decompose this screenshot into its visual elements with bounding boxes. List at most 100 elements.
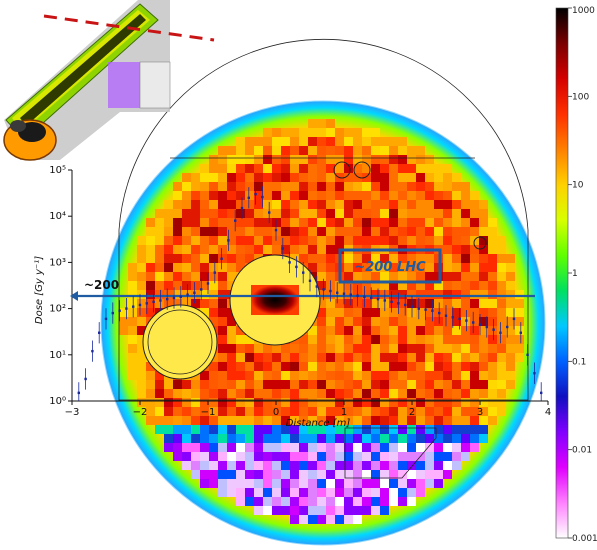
heat-cell [236, 209, 245, 218]
heat-cell [146, 407, 155, 416]
heat-cell [470, 218, 479, 227]
heat-cell [398, 443, 407, 452]
heat-cell [272, 245, 281, 254]
heat-cell [398, 371, 407, 380]
heat-cell [443, 434, 452, 443]
heat-cell [326, 443, 335, 452]
heat-cell [335, 434, 344, 443]
heat-cell [389, 227, 398, 236]
heat-cell [443, 398, 452, 407]
heat-cell [218, 209, 227, 218]
magnet-core [251, 285, 299, 315]
heat-cell [218, 407, 227, 416]
heat-cell [479, 245, 488, 254]
heat-cell [407, 425, 416, 434]
heat-cell [380, 380, 389, 389]
heat-cell [281, 416, 290, 425]
data-point [104, 317, 108, 321]
heat-cell [479, 317, 488, 326]
heat-cell [263, 488, 272, 497]
heat-cell [443, 362, 452, 371]
heat-cell [344, 137, 353, 146]
data-point [349, 293, 352, 296]
heat-cell [155, 425, 164, 434]
heat-cell [353, 164, 362, 173]
heat-cell [317, 281, 326, 290]
heat-cell [443, 290, 452, 299]
heat-cell [209, 380, 218, 389]
cryostat-left-inner [147, 309, 213, 375]
heat-cell [155, 407, 164, 416]
heat-cell [335, 362, 344, 371]
heat-cell [362, 362, 371, 371]
heat-cell [407, 452, 416, 461]
heat-cell [434, 398, 443, 407]
data-points [77, 183, 543, 401]
heat-cell [398, 155, 407, 164]
heat-cell [434, 236, 443, 245]
heat-cell [452, 245, 461, 254]
heat-cell [227, 164, 236, 173]
heat-cell [164, 407, 173, 416]
heat-cell [173, 389, 182, 398]
heat-cell [344, 155, 353, 164]
heat-cell [146, 416, 155, 425]
heat-cell [191, 470, 200, 479]
colorbar-tick-label: 100 [572, 92, 589, 102]
heat-cell [362, 155, 371, 164]
heat-cell [299, 128, 308, 137]
heat-cell [452, 227, 461, 236]
heat-cell [452, 254, 461, 263]
heat-cell [344, 470, 353, 479]
heat-cell [227, 326, 236, 335]
heat-cell [425, 371, 434, 380]
heat-cell [506, 326, 515, 335]
heat-cell [335, 407, 344, 416]
heat-cell [470, 290, 479, 299]
heat-cell [326, 209, 335, 218]
data-point [308, 279, 312, 282]
heat-cell [362, 443, 371, 452]
data-point [438, 311, 441, 315]
heat-cell [128, 263, 137, 272]
heat-cell [290, 191, 299, 200]
heat-cell [335, 200, 344, 209]
heat-cell [182, 263, 191, 272]
heat-cell [443, 308, 452, 317]
heat-cell [371, 281, 380, 290]
heat-cell [254, 398, 263, 407]
heat-cell [398, 137, 407, 146]
heat-cell [425, 164, 434, 173]
heat-cell [335, 146, 344, 155]
heat-cell [470, 389, 479, 398]
heat-cell [218, 479, 227, 488]
heat-cell [425, 281, 434, 290]
heat-cell [209, 263, 218, 272]
heat-cell [272, 470, 281, 479]
data-point [431, 309, 434, 312]
heat-cell [344, 434, 353, 443]
heat-cell [461, 398, 470, 407]
heat-cell [452, 443, 461, 452]
heat-cell [470, 272, 479, 281]
heat-cell [245, 398, 254, 407]
heat-cell [407, 182, 416, 191]
heat-cell [506, 272, 515, 281]
heat-cell [470, 443, 479, 452]
heat-cell [344, 497, 353, 506]
heat-cell [326, 434, 335, 443]
heat-cell [137, 299, 146, 308]
heat-cell [353, 182, 362, 191]
heat-cell [137, 317, 146, 326]
heat-cell [335, 389, 344, 398]
heat-cell [398, 335, 407, 344]
heat-cell [299, 506, 308, 515]
heat-cell [128, 299, 137, 308]
heat-cell [353, 461, 362, 470]
heat-cell [488, 272, 497, 281]
heat-cell [488, 227, 497, 236]
heat-cell [389, 182, 398, 191]
heat-cell [299, 200, 308, 209]
colorbar-tick-label: 0.01 [572, 446, 592, 456]
heat-cell [308, 263, 317, 272]
